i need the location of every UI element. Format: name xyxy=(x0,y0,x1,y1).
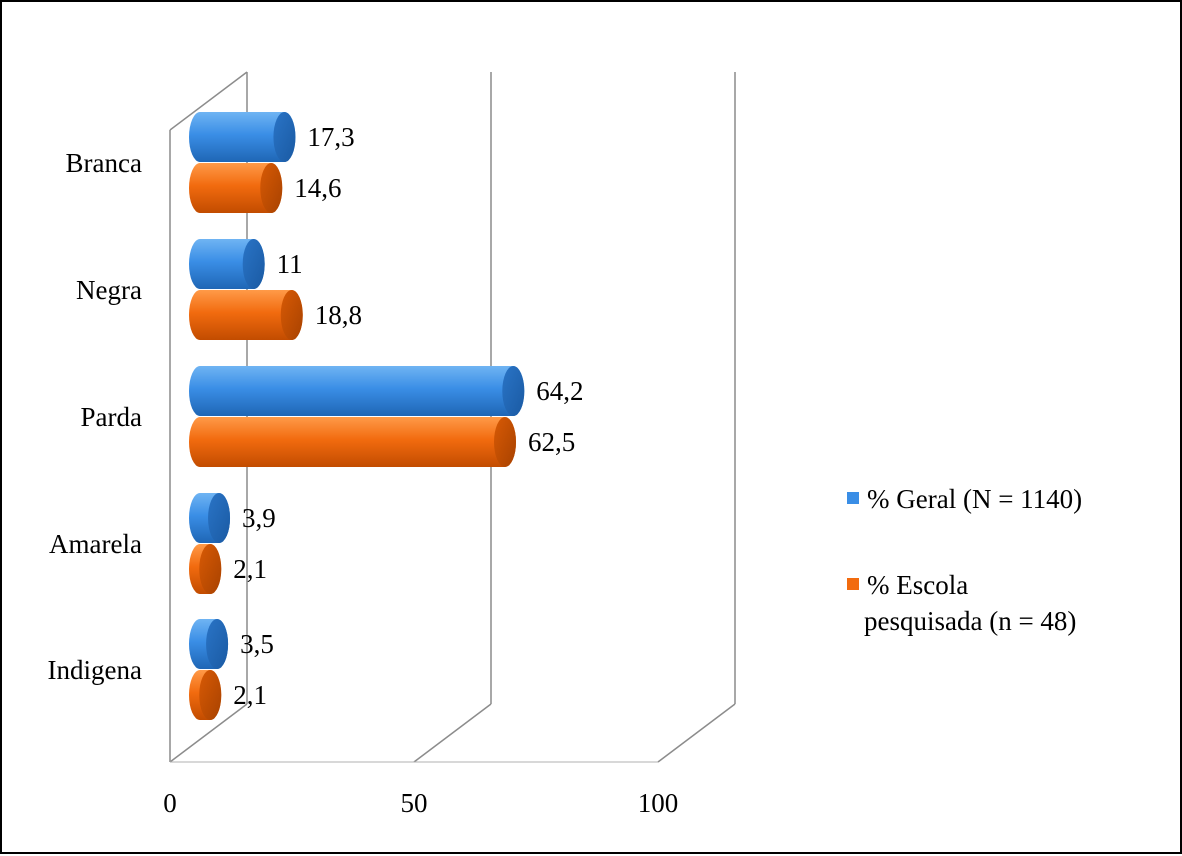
data-label: 2,1 xyxy=(233,680,267,710)
data-label: 3,5 xyxy=(240,629,274,659)
left-wall-top-edge xyxy=(169,71,248,131)
bar-body xyxy=(189,366,525,416)
data-label: 17,3 xyxy=(307,122,354,152)
bar-cap xyxy=(502,366,525,416)
data-label: 64,2 xyxy=(536,376,583,406)
category-label-negra: Negra xyxy=(76,275,142,305)
floor-gridline xyxy=(413,703,492,763)
category-label-parda: Parda xyxy=(81,402,142,432)
bar-escola-negra xyxy=(189,290,303,340)
legend-item-escola: % Escola pesquisada (n = 48) xyxy=(847,570,1076,636)
category-label-amarela: Amarela xyxy=(49,529,142,559)
category-label-branca: Branca xyxy=(66,148,142,178)
bar-geral-branca xyxy=(189,112,296,162)
category-label-indigena: Indigena xyxy=(48,655,142,685)
data-label: 18,8 xyxy=(315,300,362,330)
bar-cap xyxy=(242,239,265,289)
bar-geral-parda xyxy=(189,366,525,416)
bar-cap xyxy=(208,493,231,543)
legend-label: % Escola pesquisada (n = 48) xyxy=(864,570,1076,636)
floor-left-edge xyxy=(169,703,248,763)
legend-swatch xyxy=(847,578,859,590)
data-label: 14,6 xyxy=(294,173,341,203)
bar-escola-parda xyxy=(189,417,516,467)
bar-cap xyxy=(206,619,229,669)
bar-geral-negra xyxy=(189,239,265,289)
legend-label: % Geral (N = 1140) xyxy=(867,484,1082,514)
bar-escola-branca xyxy=(189,163,283,213)
data-label: 2,1 xyxy=(233,554,267,584)
bar-body xyxy=(189,163,283,213)
bar-cap xyxy=(199,544,222,594)
x-tick-label: 0 xyxy=(163,788,177,818)
bar-cap xyxy=(260,163,283,213)
bar-cap xyxy=(280,290,303,340)
x-tick-label: 50 xyxy=(401,788,428,818)
legend-swatch xyxy=(847,492,859,504)
x-tick-label: 100 xyxy=(638,788,679,818)
data-label: 11 xyxy=(277,249,303,279)
bar-cap xyxy=(273,112,296,162)
bar-body xyxy=(189,112,296,162)
bar-body xyxy=(189,417,516,467)
bar-geral-indigena xyxy=(189,619,229,669)
data-label: 62,5 xyxy=(528,427,575,457)
data-label: 3,9 xyxy=(242,503,276,533)
bar-body xyxy=(189,290,303,340)
bar-escola-indigena xyxy=(189,670,222,720)
bar-cap xyxy=(199,670,222,720)
bar-escola-amarela xyxy=(189,544,222,594)
bar-geral-amarela xyxy=(189,493,231,543)
floor-gridline xyxy=(657,703,736,763)
legend-item-geral: % Geral (N = 1140) xyxy=(847,484,1082,514)
bar-cap xyxy=(494,417,516,467)
